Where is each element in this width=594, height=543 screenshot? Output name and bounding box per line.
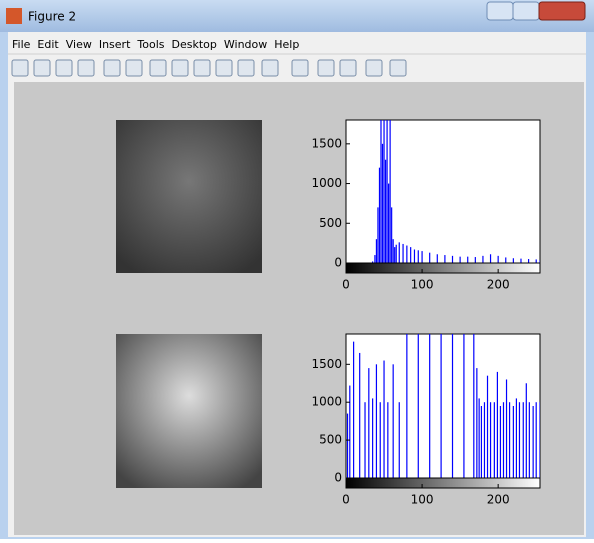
y-tick-label: 1500 <box>311 357 342 371</box>
maximize-button[interactable] <box>513 2 539 20</box>
y-tick-label: 1000 <box>311 176 342 190</box>
toolbar <box>12 60 406 76</box>
plot-area <box>346 334 540 478</box>
y-tick-label: 0 <box>334 256 342 270</box>
y-tick-label: 1000 <box>311 395 342 409</box>
colorbar <box>346 478 540 488</box>
menu-item[interactable]: Window <box>224 38 267 51</box>
page: Figure 2 File Edit View Insert Tools Desktop W… <box>0 0 594 539</box>
toolbar-button[interactable] <box>366 60 382 76</box>
window: Figure 2 File Edit View Insert Tools Desktop W… <box>0 0 594 539</box>
toolbar-button[interactable] <box>78 60 94 76</box>
close-button[interactable] <box>539 2 585 20</box>
menu-item[interactable]: Insert <box>99 38 131 51</box>
y-tick-label: 0 <box>334 471 342 485</box>
colorbar <box>346 263 540 273</box>
toolbar-button[interactable] <box>172 60 188 76</box>
toolbar-button[interactable] <box>262 60 278 76</box>
toolbar-button[interactable] <box>238 60 254 76</box>
toolbar-button[interactable] <box>216 60 232 76</box>
image-equalized <box>116 334 262 488</box>
toolbar-button[interactable] <box>150 60 166 76</box>
toolbar-button[interactable] <box>390 60 406 76</box>
x-tick-label: 100 <box>411 493 434 507</box>
menu-item[interactable]: Tools <box>136 38 164 51</box>
x-tick-label: 0 <box>342 278 350 292</box>
toolbar-button[interactable] <box>12 60 28 76</box>
y-tick-label: 500 <box>319 433 342 447</box>
app-icon <box>6 8 22 24</box>
y-tick-label: 1500 <box>311 136 342 150</box>
toolbar-button[interactable] <box>126 60 142 76</box>
menu-bar: File Edit View Insert Tools Desktop Window Help <box>12 38 299 51</box>
menu-item[interactable]: Edit <box>37 38 59 51</box>
toolbar-button[interactable] <box>56 60 72 76</box>
x-tick-label: 200 <box>487 493 510 507</box>
menu-item[interactable]: View <box>66 38 92 51</box>
toolbar-button[interactable] <box>34 60 50 76</box>
window-title: Figure 2 <box>28 10 76 24</box>
image-original <box>116 120 262 273</box>
plot-area <box>346 120 540 263</box>
x-tick-label: 0 <box>342 493 350 507</box>
menu-item[interactable]: File <box>12 38 31 51</box>
menu-item[interactable]: Desktop <box>172 38 217 51</box>
x-tick-label: 100 <box>411 278 434 292</box>
toolbar-button[interactable] <box>104 60 120 76</box>
toolbar-button[interactable] <box>194 60 210 76</box>
toolbar-button[interactable] <box>292 60 308 76</box>
y-tick-label: 500 <box>319 216 342 230</box>
minimize-button[interactable] <box>487 2 513 20</box>
x-tick-label: 200 <box>487 278 510 292</box>
toolbar-button[interactable] <box>318 60 334 76</box>
menu-item[interactable]: Help <box>274 38 299 51</box>
toolbar-button[interactable] <box>340 60 356 76</box>
